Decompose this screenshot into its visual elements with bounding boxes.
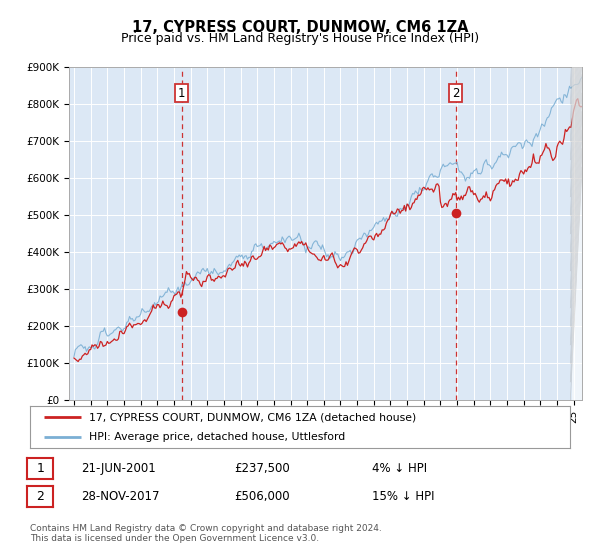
Text: 1: 1 (178, 87, 185, 100)
Text: Contains HM Land Registry data © Crown copyright and database right 2024.
This d: Contains HM Land Registry data © Crown c… (30, 524, 382, 543)
Text: 17, CYPRESS COURT, DUNMOW, CM6 1ZA (detached house): 17, CYPRESS COURT, DUNMOW, CM6 1ZA (deta… (89, 412, 416, 422)
Text: £237,500: £237,500 (234, 462, 290, 475)
Text: 17, CYPRESS COURT, DUNMOW, CM6 1ZA: 17, CYPRESS COURT, DUNMOW, CM6 1ZA (132, 20, 468, 35)
Text: 15% ↓ HPI: 15% ↓ HPI (372, 490, 434, 503)
Text: 21-JUN-2001: 21-JUN-2001 (81, 462, 156, 475)
Text: 4% ↓ HPI: 4% ↓ HPI (372, 462, 427, 475)
Polygon shape (572, 67, 582, 400)
Text: £506,000: £506,000 (234, 490, 290, 503)
Text: 1: 1 (36, 462, 44, 475)
Text: Price paid vs. HM Land Registry's House Price Index (HPI): Price paid vs. HM Land Registry's House … (121, 32, 479, 45)
Text: HPI: Average price, detached house, Uttlesford: HPI: Average price, detached house, Uttl… (89, 432, 346, 442)
Text: 2: 2 (36, 490, 44, 503)
Text: 2: 2 (452, 87, 460, 100)
Text: 28-NOV-2017: 28-NOV-2017 (81, 490, 160, 503)
